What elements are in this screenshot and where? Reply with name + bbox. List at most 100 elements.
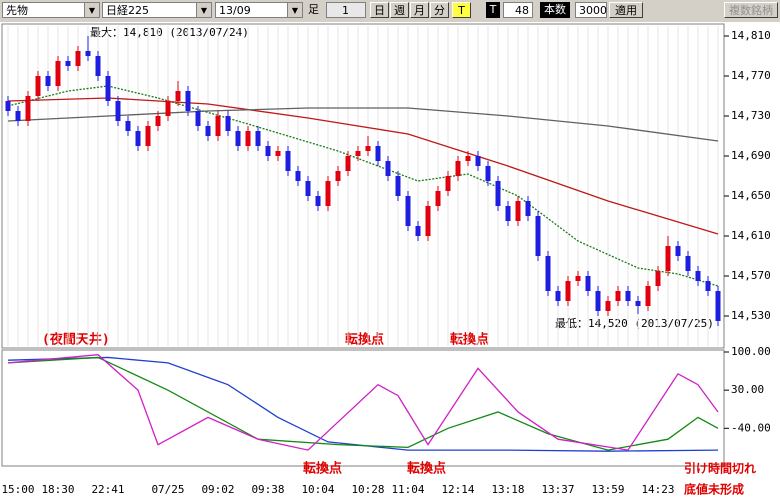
minute-button[interactable]: 分 <box>430 2 449 18</box>
candle-body <box>235 131 241 146</box>
candle-body <box>455 161 461 176</box>
candle-body <box>65 61 71 66</box>
candle-body <box>415 226 421 236</box>
candle-body <box>355 151 361 156</box>
toolbar: 先物 ▼ 日経225 ▼ 13/09 ▼ 足 1 日 週 月 分 T T 48 本数 … <box>0 0 780 22</box>
x-tick-label: 09:38 <box>251 483 284 496</box>
x-tick-label: 22:41 <box>91 483 124 496</box>
annotation: 転換点 <box>407 461 446 477</box>
candle-body <box>365 146 371 151</box>
candle-body <box>175 91 181 101</box>
candle-body <box>615 291 621 301</box>
candle-body <box>395 176 401 196</box>
candle-body <box>165 101 171 116</box>
candle-body <box>225 116 231 131</box>
candle-body <box>465 156 471 161</box>
candle-body <box>565 281 571 301</box>
candle-body <box>385 161 391 176</box>
y-tick-label: 14,810 <box>731 29 771 42</box>
candle-body <box>205 126 211 136</box>
candle-body <box>55 61 61 86</box>
contract-select[interactable]: 13/09 ▼ <box>215 2 303 18</box>
candle-body <box>195 111 201 126</box>
y-tick-label: 14,690 <box>731 149 771 162</box>
product: 先物 <box>6 4 28 17</box>
annotation: 転換点 <box>345 332 384 348</box>
x-tick-label: 07/25 <box>151 483 184 496</box>
candle-body <box>315 196 321 206</box>
t-value[interactable]: 48 <box>503 2 533 18</box>
candle-body <box>435 191 441 206</box>
candle-body <box>575 276 581 281</box>
candle-body <box>545 256 551 291</box>
x-tick-label: 13:37 <box>541 483 574 496</box>
candle-body <box>185 91 191 111</box>
y-tick-label: 14,650 <box>731 189 771 202</box>
candle-body <box>145 126 151 146</box>
x-tick-label: 12:14 <box>441 483 474 496</box>
candle-body <box>285 151 291 171</box>
t-label: T <box>486 2 500 18</box>
x-tick-label: 18:30 <box>41 483 74 496</box>
max-label: 最大：14,810 (2013/07/24) <box>90 25 249 39</box>
candle-body <box>125 121 131 131</box>
candle-body <box>115 101 121 121</box>
y-tick-label: 14,570 <box>731 269 771 282</box>
candle-body <box>155 116 161 126</box>
moving-average <box>7 107 719 142</box>
candle-body <box>525 201 531 216</box>
candle-body <box>495 181 501 206</box>
multi-button[interactable]: 複数銘柄 <box>724 2 778 18</box>
day-button[interactable]: 日 <box>370 2 389 18</box>
candle-body <box>255 131 261 146</box>
candle-body <box>665 246 671 271</box>
y-tick-label: 30.00 <box>731 383 764 396</box>
candle-body <box>325 181 331 206</box>
candle-body <box>535 216 541 256</box>
background <box>0 22 780 500</box>
index-select[interactable]: 日経225 ▼ <box>102 2 212 18</box>
month-button[interactable]: 月 <box>410 2 429 18</box>
bar-value[interactable]: 1 <box>326 2 366 18</box>
x-tick-label: 10:28 <box>351 483 384 496</box>
x-tick-label: 14:23 <box>641 483 674 496</box>
price-panel <box>1 23 725 349</box>
candle-body <box>475 156 481 166</box>
candle-body <box>515 201 521 221</box>
annotation: 転換点 <box>450 332 489 348</box>
week-button[interactable]: 週 <box>390 2 409 18</box>
candle-body <box>25 96 31 121</box>
candle-body <box>605 301 611 311</box>
contract: 13/09 <box>219 4 251 17</box>
moving-average <box>7 97 719 235</box>
tick-button[interactable]: T <box>452 2 471 18</box>
candle-body <box>105 76 111 101</box>
count-value[interactable]: 3000 <box>575 2 607 18</box>
x-tick-label: 09:02 <box>201 483 234 496</box>
candle-body <box>705 281 711 291</box>
candle-body <box>85 51 91 56</box>
candle-body <box>15 111 21 121</box>
product-select[interactable]: 先物 ▼ <box>2 2 100 18</box>
candle-body <box>585 276 591 291</box>
x-tick-label: 13:59 <box>591 483 624 496</box>
count-label: 本数 <box>540 2 570 18</box>
x-tick-label: 10:04 <box>301 483 334 496</box>
candle-body <box>405 196 411 226</box>
candle-body <box>425 206 431 236</box>
candle-body <box>715 291 721 321</box>
apply-button[interactable]: 適用 <box>609 2 643 18</box>
candle-body <box>95 56 101 76</box>
candle-body <box>45 76 51 86</box>
candle-body <box>75 51 81 66</box>
candle-body <box>675 246 681 256</box>
min-label: 最低：14,520 (2013/07/25) <box>555 317 714 330</box>
y-tick-label: 100.00 <box>731 345 771 358</box>
candle-body <box>505 206 511 221</box>
oscillator-line <box>7 356 719 452</box>
oscillator-line <box>7 356 719 451</box>
oscillator-panel <box>1 349 725 467</box>
candle-body <box>555 291 561 301</box>
candle-body <box>685 256 691 271</box>
